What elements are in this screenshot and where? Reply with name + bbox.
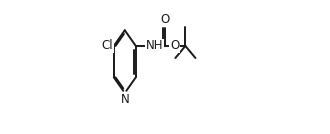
Text: Cl: Cl bbox=[102, 40, 113, 53]
Text: N: N bbox=[120, 93, 129, 106]
Text: O: O bbox=[160, 13, 169, 26]
Text: O: O bbox=[170, 40, 179, 53]
Text: NH: NH bbox=[146, 40, 163, 53]
